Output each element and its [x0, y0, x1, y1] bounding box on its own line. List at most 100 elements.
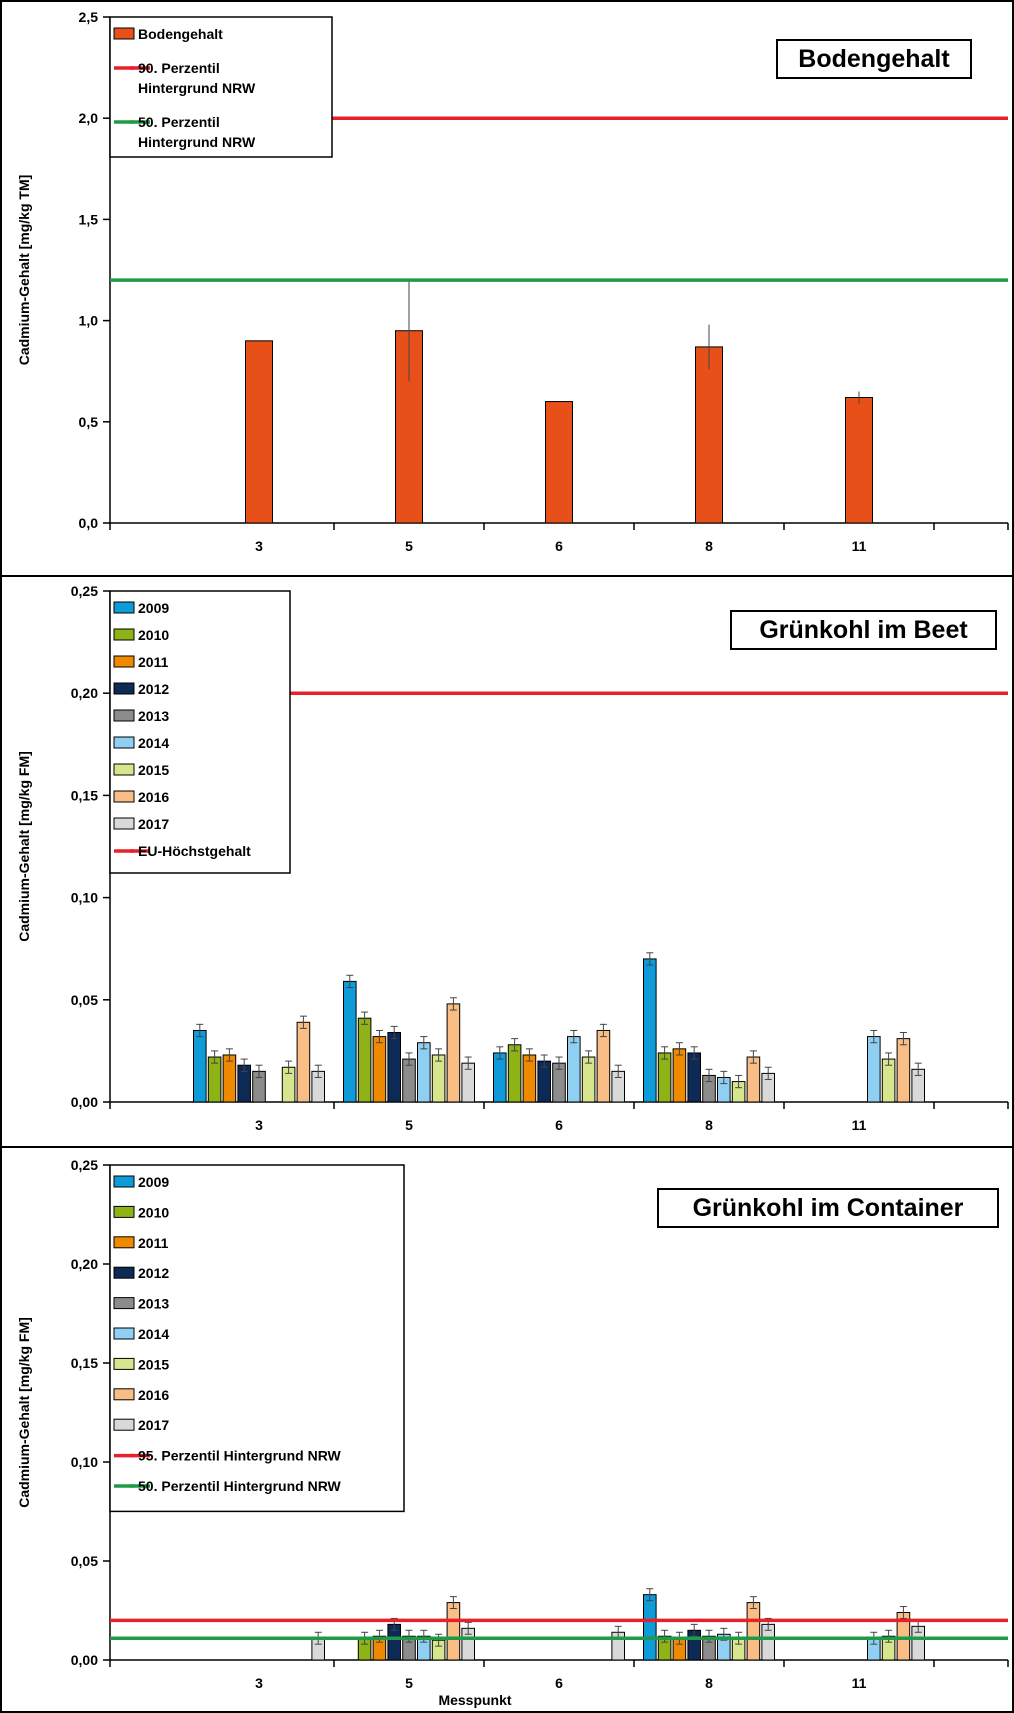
bar-2016-5	[446, 1003, 461, 1103]
legend-label: EU-Höchstgehalt	[138, 843, 251, 859]
legend-box	[109, 16, 333, 158]
y-tick-label: 0,20	[71, 685, 98, 701]
y-tick-label: 2,0	[79, 110, 99, 126]
x-tick-label: 11	[852, 1675, 867, 1691]
legend-label: 2013	[138, 1296, 169, 1312]
x-tick-label: 11	[852, 1117, 867, 1133]
bar-Bodengehalt-6	[545, 401, 573, 524]
legend-swatch	[113, 763, 135, 776]
legend-label: 95. Perzentil Hintergrund NRW	[138, 1448, 342, 1464]
y-tick-label: 0,00	[71, 1094, 98, 1110]
legend-label: Bodengehalt	[138, 26, 223, 42]
legend-swatch	[113, 682, 135, 695]
y-tick-label: 0,15	[71, 1355, 98, 1371]
x-tick-label: 11	[852, 538, 867, 554]
y-tick-label: 0,5	[79, 414, 99, 430]
legend-swatch	[113, 1205, 135, 1218]
x-tick-label: 6	[555, 538, 563, 554]
bar-2016-8	[746, 1056, 761, 1103]
x-tick-label: 5	[405, 1675, 413, 1691]
bar-2012-8	[687, 1052, 702, 1103]
legend-swatch	[113, 1266, 135, 1279]
legend-swatch	[113, 1388, 135, 1401]
y-tick-label: 0,20	[71, 1256, 98, 1272]
bar-Bodengehalt-8	[695, 346, 723, 524]
legend-label: 2015	[138, 1356, 169, 1372]
legend-swatch	[113, 655, 135, 668]
legend-swatch	[113, 1418, 135, 1431]
legend-label: 2009	[138, 1174, 169, 1190]
legend-label: 50. Perzentil Hintergrund NRW	[138, 1478, 342, 1494]
chart-title-box	[776, 39, 972, 79]
bar-Bodengehalt-11	[845, 397, 873, 524]
legend-label: 2014	[138, 1326, 169, 1342]
x-tick-label: 8	[705, 1675, 713, 1691]
y-tick-label: 0,25	[71, 1157, 98, 1173]
chart-title: Bodengehalt	[798, 45, 950, 73]
legend: 2009 2010 2011 2012 2013 2014 2015 2016 2017 EU-H…	[109, 590, 291, 874]
chart-title-box	[657, 1188, 999, 1228]
y-tick-label: 0,15	[71, 787, 98, 803]
bar-2016-5	[446, 1602, 461, 1661]
x-tick-label: 6	[555, 1675, 563, 1691]
bar-2009-3	[193, 1029, 207, 1103]
x-axis-label: Messpunkt	[438, 1692, 511, 1708]
legend-swatch	[113, 790, 135, 803]
legend-label: 2011	[138, 1235, 169, 1251]
x-tick-label: 3	[255, 538, 263, 554]
y-tick-label: 0,05	[71, 992, 98, 1008]
x-tick-label: 6	[555, 1117, 563, 1133]
legend-swatch	[113, 736, 135, 749]
legend-label: 90. Perzentil	[138, 60, 220, 76]
legend-label: 2011	[138, 654, 169, 670]
legend-label: 2015	[138, 762, 169, 778]
x-tick-label: 5	[405, 1117, 413, 1133]
bar-2011-8	[672, 1048, 687, 1103]
y-axis-label: Cadmium-Gehalt [mg/kg TM]	[16, 175, 32, 366]
chart-title-box	[730, 610, 997, 650]
bar-2010-5	[357, 1017, 372, 1103]
legend-label: Hintergrund NRW	[138, 134, 256, 150]
bar-2009-6	[493, 1052, 507, 1103]
bar-2015-6	[581, 1056, 596, 1103]
x-tick-label: 8	[705, 1117, 713, 1133]
x-tick-label: 3	[255, 1117, 263, 1133]
bar-2016-3	[296, 1021, 311, 1103]
bar-2014-6	[567, 1036, 581, 1103]
legend-swatch	[113, 601, 135, 614]
bar-2014-11	[867, 1036, 881, 1103]
legend-label: Hintergrund NRW	[138, 80, 256, 96]
legend-box	[109, 590, 291, 874]
bar-2012-5	[387, 1032, 401, 1103]
chart-panel-1: 0,0 0,5 1,0 1,5 2,0 2,5 3 5 6 8 11 Cadmium-Gehalt […	[16, 9, 1009, 554]
legend-label: 50. Perzentil	[138, 114, 220, 130]
y-axis-label: Cadmium-Gehalt [mg/kg FM]	[16, 751, 32, 942]
x-tick-label: 8	[705, 538, 713, 554]
bar-2010-6	[507, 1044, 522, 1103]
bar-2010-3	[207, 1056, 222, 1103]
legend-swatch	[113, 1175, 135, 1188]
legend-swatch	[113, 628, 135, 641]
bar-2014-5	[417, 1042, 431, 1103]
chart-title: Grünkohl im Beet	[759, 616, 968, 644]
chart-panel-3: 0,00 0,05 0,10 0,15 0,20 0,25 3 5 6 8 11 Cadmium-Ge…	[16, 1157, 1009, 1708]
bar-2016-6	[596, 1029, 611, 1103]
legend-label: 2010	[138, 627, 169, 643]
y-tick-label: 0,10	[71, 1454, 98, 1470]
bar-2015-5	[431, 1054, 446, 1103]
chart-title: Grünkohl im Container	[693, 1194, 964, 1222]
legend-swatch	[113, 817, 135, 830]
chart-panel-2: 0,00 0,05 0,10 0,15 0,20 0,25 3 5 6 8 11 Cadmium-Ge…	[16, 583, 1009, 1133]
legend-swatch	[113, 1327, 135, 1340]
legend-label: 2010	[138, 1204, 169, 1220]
legend-label: 2017	[138, 816, 169, 832]
legend-label: 2016	[138, 789, 169, 805]
legend: Bodengehalt 90. Perzentil Hintergrund NRW 5…	[109, 16, 333, 158]
y-tick-label: 0,0	[79, 515, 99, 531]
y-tick-label: 1,0	[79, 313, 99, 329]
x-tick-label: 5	[405, 538, 413, 554]
bar-2009-5	[343, 980, 357, 1103]
legend-swatch	[113, 1236, 135, 1249]
